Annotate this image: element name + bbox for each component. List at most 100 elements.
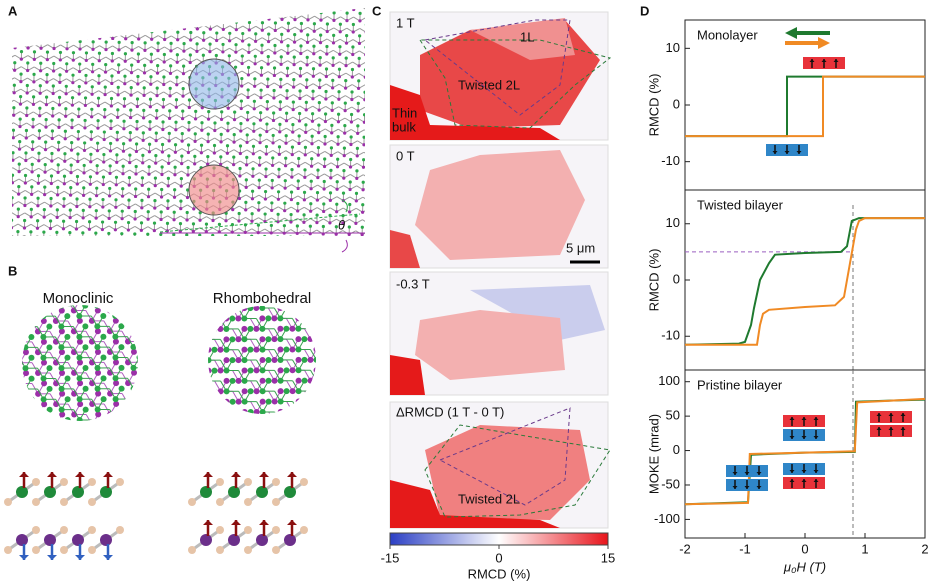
atom	[133, 232, 137, 236]
atom	[23, 196, 27, 200]
atom	[219, 155, 223, 159]
atom	[42, 238, 45, 241]
atom	[162, 52, 166, 57]
atom	[234, 50, 238, 54]
atom	[148, 334, 154, 340]
bond	[329, 360, 335, 370]
bond	[185, 360, 191, 370]
atom	[324, 97, 328, 101]
atom	[215, 31, 219, 35]
bond	[0, 89, 1, 93]
atom	[191, 222, 196, 226]
atom	[117, 25, 122, 29]
atom	[185, 233, 189, 236]
atom	[195, 49, 199, 53]
bond	[369, 198, 376, 202]
atom	[0, 106, 3, 109]
atom	[114, 175, 119, 179]
atom	[87, 227, 92, 231]
atom	[246, 73, 251, 77]
atom	[5, 376, 11, 382]
atom	[136, 395, 138, 402]
bond	[199, 250, 205, 254]
atom	[325, 44, 329, 49]
bond	[110, 425, 116, 435]
atom	[250, 219, 254, 223]
bond	[44, 430, 50, 440]
atom	[259, 408, 266, 414]
atom	[381, 177, 384, 180]
atom	[90, 115, 94, 119]
atom	[59, 369, 66, 376]
bond	[87, 0, 93, 4]
bond	[37, 235, 44, 236]
bond	[126, 1, 132, 5]
atom	[344, 79, 348, 83]
atom	[153, 176, 158, 180]
atom	[217, 388, 224, 395]
bond	[375, 242, 381, 246]
atom	[363, 68, 365, 72]
bond	[208, 349, 209, 361]
atom	[247, 28, 251, 32]
atom	[78, 62, 82, 66]
atom	[124, 29, 128, 33]
atom	[363, 90, 365, 94]
atom	[241, 367, 248, 374]
atom	[36, 181, 40, 185]
atom	[283, 367, 290, 374]
atom	[29, 238, 32, 241]
bond	[37, 258, 43, 262]
bond	[2, 431, 8, 441]
atom	[364, 45, 365, 49]
atom	[318, 56, 322, 60]
atom	[235, 0, 238, 1]
atom	[279, 62, 283, 66]
atom	[284, 156, 288, 160]
atom	[374, 233, 377, 236]
atom	[181, 72, 186, 76]
bond	[12, 144, 14, 150]
atom	[263, 212, 267, 216]
atom	[254, 32, 258, 36]
atom	[55, 215, 59, 219]
atom	[136, 375, 138, 382]
atom	[155, 427, 161, 433]
bond	[8, 368, 14, 378]
bond	[22, 419, 27, 421]
bond	[223, 13, 231, 19]
bond	[185, 381, 191, 391]
atom	[298, 74, 302, 78]
bond	[12, 54, 16, 60]
bond	[70, 248, 76, 252]
atom	[316, 175, 320, 180]
atom	[120, 209, 124, 213]
atom	[147, 187, 151, 191]
bond	[379, 29, 386, 33]
atom	[234, 28, 238, 32]
atom	[315, 243, 318, 246]
bond	[73, 33, 81, 39]
bond	[56, 235, 64, 236]
bond	[74, 451, 80, 461]
bond	[1, 100, 7, 104]
atom	[212, 151, 216, 155]
atom	[113, 276, 119, 282]
atom	[343, 124, 347, 128]
atom	[347, 255, 350, 258]
bond	[297, 252, 304, 256]
atom	[41, 422, 47, 428]
atom	[169, 19, 174, 23]
atom	[270, 201, 274, 205]
bond	[187, 239, 194, 243]
atom	[139, 244, 142, 247]
bond	[47, 21, 55, 27]
atom	[204, 245, 207, 248]
atom	[104, 47, 108, 52]
atom	[334, 248, 337, 251]
atom	[43, 170, 47, 174]
atom	[149, 60, 153, 64]
atom	[29, 230, 33, 234]
bond	[282, 8, 289, 9]
atom	[311, 67, 316, 71]
